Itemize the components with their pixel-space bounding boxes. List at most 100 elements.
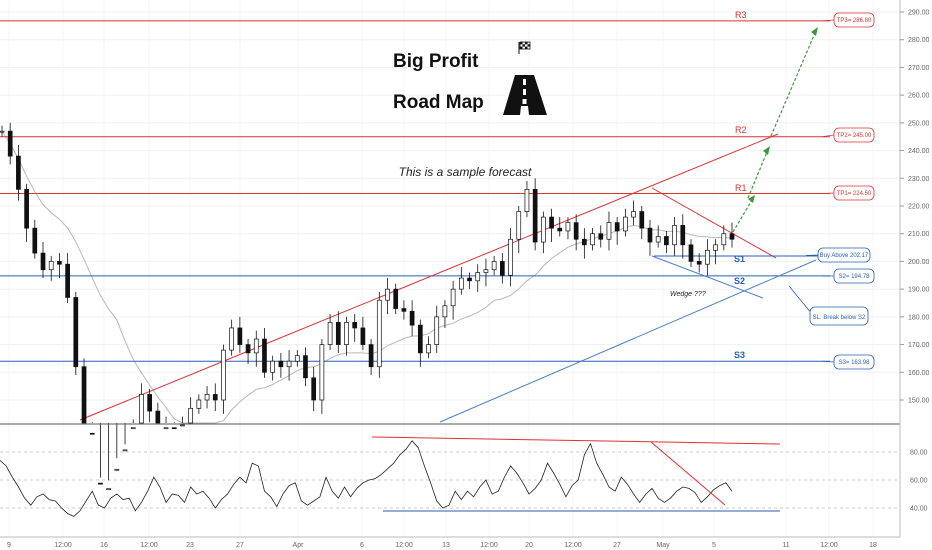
candle-up	[655, 236, 661, 243]
level-tag-box	[833, 12, 875, 28]
candle-down	[549, 216, 554, 229]
price-tick-label: 220.00	[908, 204, 930, 211]
candle-down	[171, 427, 177, 430]
level-tag-box	[833, 185, 875, 201]
candle-up	[458, 277, 464, 290]
price-axis-ticks: 150.00 160.00 170.00 180.00 190.00 200.00 210.…	[900, 10, 930, 405]
candle-up	[672, 225, 677, 246]
price-tick-label: 260.00	[908, 93, 930, 100]
forecast-arrowhead-1	[748, 195, 755, 203]
candle-down	[532, 189, 538, 243]
price-levels	[0, 20, 830, 362]
stop-loss-box	[809, 306, 869, 326]
candle-down	[303, 355, 308, 379]
price-tick-label: 170.00	[908, 342, 930, 349]
candle-up	[540, 216, 546, 243]
candle-up	[130, 427, 136, 430]
candle-down	[335, 322, 341, 345]
candle-down	[582, 238, 587, 246]
price-tick-label: 180.00	[908, 314, 930, 321]
level-tag-label: TP2= 245.00	[837, 133, 872, 139]
main-grid	[0, 0, 900, 537]
candle-up	[294, 355, 300, 362]
price-tick-label: 160.00	[908, 370, 930, 377]
candle-down	[680, 225, 686, 246]
trend-lines	[79, 133, 818, 423]
candle-down	[32, 227, 38, 254]
candle-down	[24, 189, 29, 229]
time-tick-label: 18	[869, 542, 877, 549]
candle-up	[426, 344, 431, 354]
forecast-arrow-1	[732, 199, 753, 233]
candle-up	[631, 211, 636, 218]
candle-up	[48, 261, 54, 271]
candle-up	[590, 233, 595, 246]
candle-up	[253, 338, 259, 354]
candle-up	[524, 189, 530, 212]
price-tick-label: 250.00	[908, 120, 930, 127]
wedge-lower-line	[651, 255, 764, 299]
stop-loss-connector	[788, 285, 813, 315]
candlestick-series	[0, 122, 735, 491]
level-tag-box	[833, 354, 875, 370]
rsi-red-trendline	[371, 436, 781, 445]
candle-down	[499, 261, 505, 276]
candle-down	[81, 366, 87, 424]
sample-forecast-note: This is a sample forecast	[399, 165, 532, 179]
candle-down	[598, 233, 604, 240]
time-tick-label: 27	[236, 542, 244, 549]
level-tags: TP3= 286.80 TP2= 245.00 TP1= 224.50 Buy Abo…	[805, 12, 875, 370]
candle-down	[7, 130, 13, 157]
candle-down	[278, 360, 284, 368]
time-tick-label: 12:00	[564, 542, 582, 549]
candle-up	[180, 424, 185, 427]
level-tag-label: Buy Above 202.17	[820, 253, 869, 259]
candle-up	[344, 322, 349, 345]
candle-up	[114, 468, 120, 471]
time-tick-label: 5	[712, 542, 716, 549]
price-tick-label: 240.00	[908, 148, 930, 155]
candle-up	[270, 360, 276, 373]
time-tick-label: 16	[100, 542, 108, 549]
candle-down	[573, 222, 579, 240]
candle-up	[606, 222, 612, 240]
candle-down	[647, 227, 653, 243]
candle-down	[262, 338, 267, 373]
time-axis-ticks: 9 12:00 16 12:00 23 27 Apr 6 12:00 13 12:00 20 12:00…	[7, 542, 877, 549]
candle-up	[139, 394, 144, 424]
candle-up	[623, 216, 628, 232]
candle-up	[204, 394, 210, 401]
candle-up	[442, 305, 448, 318]
candle-down	[368, 344, 374, 368]
rsi-axis-ticks: 40.00 60.00 80.00	[910, 450, 928, 513]
tag-connector	[821, 192, 835, 194]
candle-up	[450, 288, 456, 307]
candle-up	[475, 272, 481, 282]
candle-up	[721, 233, 727, 246]
candle-up	[491, 261, 497, 271]
candle-down	[212, 394, 218, 401]
level-name-s2: S2	[734, 276, 745, 286]
title-line-1: Big Profit	[393, 51, 479, 72]
forecast-arrow-3	[770, 32, 816, 137]
checkered-flag-icon	[518, 41, 531, 54]
level-tag-box	[833, 127, 875, 143]
price-tick-label: 280.00	[908, 37, 930, 44]
stop-loss-label: SL: Break below S2	[813, 315, 866, 321]
forecast-arrowhead-2	[763, 146, 770, 155]
rsi-tick-label: 60.00	[910, 478, 928, 485]
level-name-labels: R3 R2 R1 S1 S2 S3	[734, 10, 747, 360]
tag-connector	[821, 360, 835, 363]
price-tick-label: 290.00	[908, 10, 930, 17]
candle-up	[188, 407, 194, 424]
candle-up	[122, 449, 128, 452]
candle-down	[16, 155, 21, 190]
candle-down	[245, 344, 251, 354]
time-tick-label: 27	[613, 542, 621, 549]
candle-up	[319, 344, 325, 401]
forecast-path	[732, 27, 818, 233]
candle-up	[163, 427, 169, 430]
candle-up	[705, 249, 710, 265]
candle-up	[434, 316, 440, 345]
candle-up	[508, 238, 513, 276]
